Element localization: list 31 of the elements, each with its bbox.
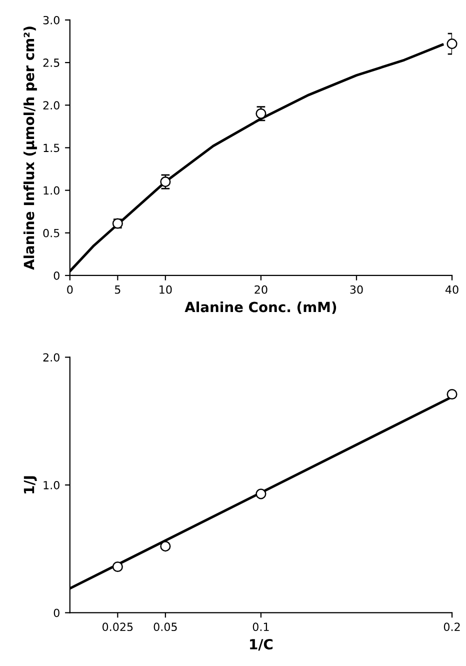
point [446, 38, 458, 50]
y-tick-label: 0 [54, 271, 60, 280]
x-tick-label: 0 [67, 285, 73, 294]
x-tick-label: 0.2 [444, 622, 460, 632]
y-tick-label: 2.5 [43, 58, 60, 67]
x-tick-label: 10 [160, 285, 172, 294]
point [256, 488, 266, 500]
y-axis-title: 1/J [24, 476, 37, 494]
y-tick-label: 0.5 [43, 228, 60, 238]
x-tick-label: 30 [350, 285, 363, 294]
x-tick-label: 0.1 [252, 622, 269, 632]
point [160, 541, 171, 552]
point [112, 561, 123, 572]
x-tick-label: 40 [445, 285, 458, 294]
y-tick-label: 2.0 [43, 353, 60, 362]
x-tick-label: 0.05 [154, 622, 177, 632]
point [446, 388, 458, 400]
x-axis-title: Alanine Conc. (mM) [184, 302, 336, 314]
x-tick-label: 0.025 [102, 622, 133, 632]
x-axis-title: 1/C [250, 638, 273, 651]
y-tick-label: 1.0 [44, 186, 60, 195]
y-tick-label: 0 [54, 608, 60, 618]
y-tick-label: 2.0 [43, 101, 60, 110]
y-tick-label: 1.0 [44, 480, 60, 490]
y-axis-title: Alanine Influx (μmol/h per cm²) [23, 26, 37, 270]
point [256, 108, 266, 119]
point [160, 176, 171, 188]
x-tick-label: 20 [254, 285, 268, 294]
y-tick-label: 3.0 [43, 16, 60, 24]
y-tick-label: 1.5 [44, 144, 60, 152]
x-tick-label: 5 [114, 286, 120, 294]
